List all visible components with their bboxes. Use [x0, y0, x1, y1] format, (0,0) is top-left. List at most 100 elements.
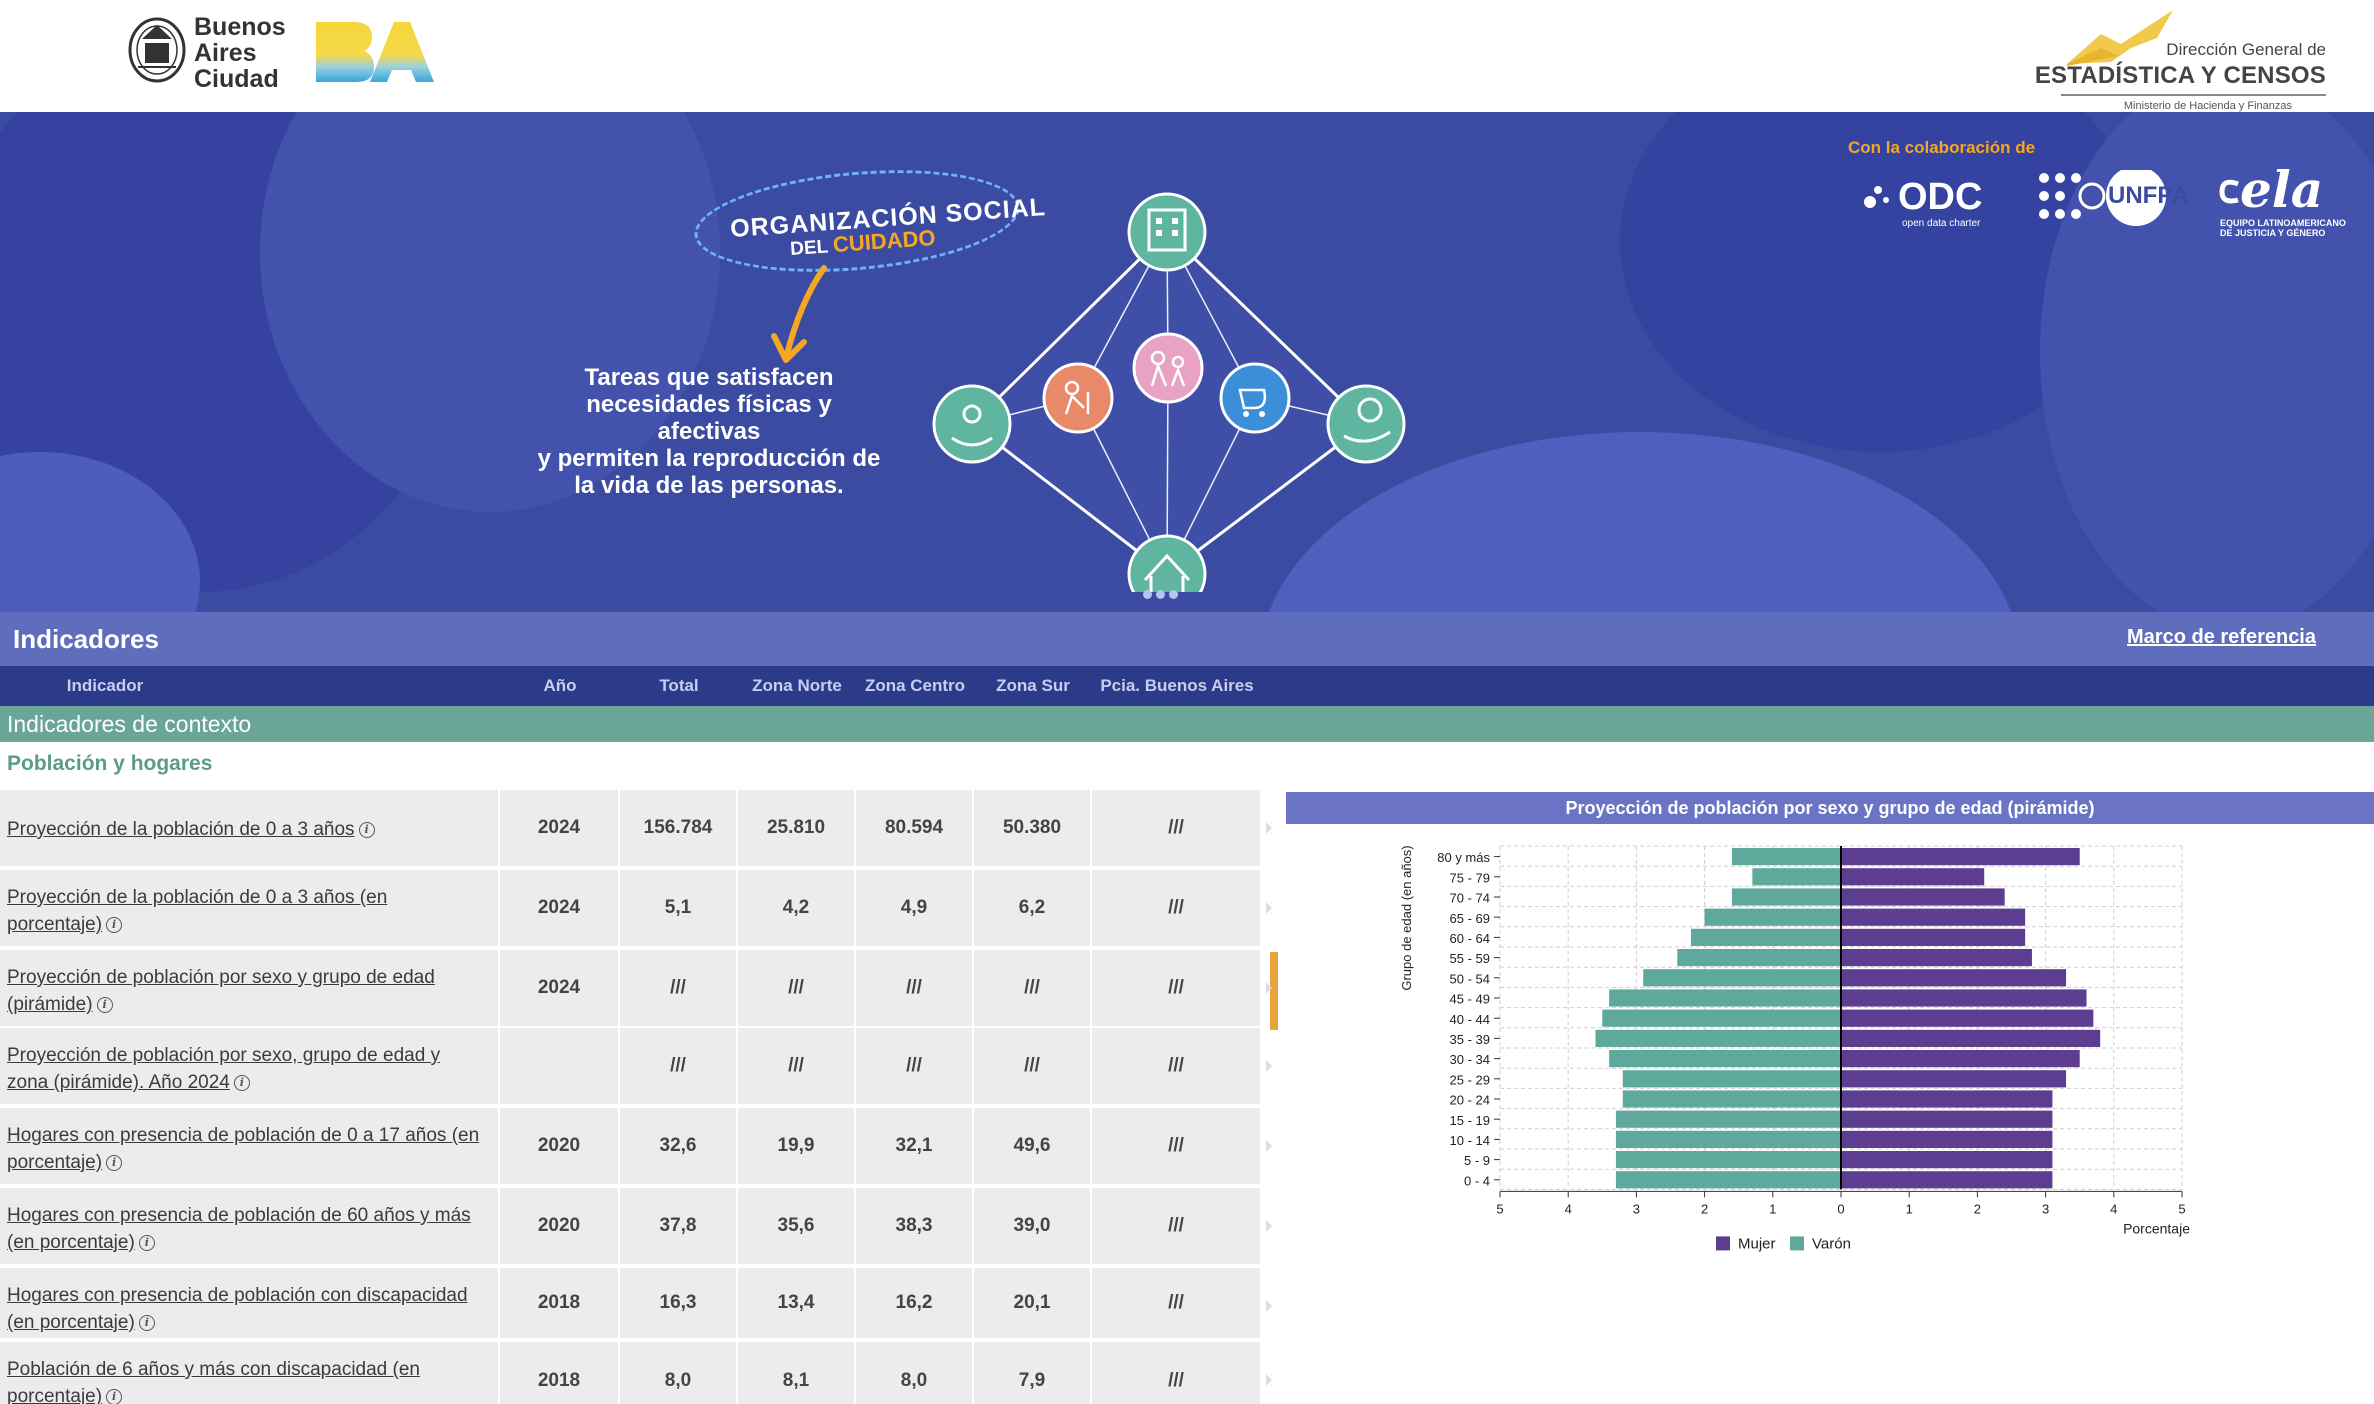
indicator-link[interactable]: Proyección de la población de 0 a 3 años…	[7, 816, 490, 843]
y-axis-label: Grupo de edad (en años)	[1399, 845, 1414, 990]
legend-swatch-varon	[1790, 1236, 1804, 1251]
unfpa-label: UNFPA	[2108, 182, 2189, 209]
row-expand-arrow[interactable]	[1266, 902, 1272, 914]
indicator-link[interactable]: Hogares con presencia de población de 60…	[7, 1202, 490, 1256]
elder-care-icon	[1042, 362, 1114, 434]
column-header-total: Total	[659, 676, 699, 695]
info-icon[interactable]: i	[233, 1075, 250, 1091]
indicator-text: Proyección de población por sexo y grupo…	[7, 967, 435, 988]
bar-varon	[1677, 949, 1841, 967]
table-row[interactable]: Hogares con presencia de población de 60…	[0, 1188, 1262, 1266]
ela-swirl-icon	[2219, 179, 2239, 204]
city-logo-line: Buenos	[194, 13, 286, 41]
table-row[interactable]: Proyección de la población de 0 a 3 años…	[0, 870, 1262, 948]
bar-varon	[1615, 1130, 1841, 1148]
row-expand-arrow[interactable]	[1266, 1300, 1272, 1312]
indicator-text: Proyección de población por sexo, grupo …	[7, 1045, 441, 1066]
reference-framework-link[interactable]: Marco de referencia	[2127, 626, 2316, 648]
x-tick-label: 3	[2042, 1201, 2049, 1216]
row-expand-arrow[interactable]	[1266, 1060, 1272, 1072]
selected-row-marker	[1270, 952, 1278, 1030]
bar-mujer	[1841, 1171, 2053, 1189]
cell-indicator: Proyección de población por sexo y grupo…	[0, 950, 500, 1028]
info-icon[interactable]: i	[138, 1315, 155, 1331]
context-section-title: Indicadores de contexto	[7, 711, 252, 737]
table-row[interactable]: Hogares con presencia de población con d…	[0, 1268, 1262, 1340]
row-expand-arrow[interactable]	[1266, 1374, 1272, 1386]
bar-mujer	[1841, 928, 2026, 946]
cell-center: 16,2	[856, 1268, 974, 1340]
city-logo-line: Ciudad	[194, 65, 279, 93]
cell-year: 2018	[500, 1268, 620, 1340]
cell-indicator: Hogares con presencia de población de 0 …	[0, 1108, 500, 1186]
info-icon[interactable]: i	[106, 917, 123, 933]
row-expand-arrow[interactable]	[1266, 982, 1272, 994]
cell-province: ///	[1092, 790, 1262, 868]
column-header-indicator: Indicador	[66, 676, 144, 695]
y-tick-label: 10 - 14	[1450, 1133, 1490, 1148]
indicators-title: Indicadores	[13, 624, 159, 654]
cell-total: 16,3	[620, 1268, 738, 1340]
row-expand-arrow[interactable]	[1266, 1140, 1272, 1152]
subsection-title: Población y hogares	[7, 752, 213, 775]
indicator-text: (en porcentaje)	[7, 1312, 135, 1333]
indicator-link[interactable]: Población de 6 años y más con discapacid…	[7, 1356, 490, 1404]
indicator-link[interactable]: Proyección de la población de 0 a 3 años…	[7, 884, 490, 938]
cell-center: 32,1	[856, 1108, 974, 1186]
indicator-text: porcentaje)	[7, 1386, 103, 1404]
odc-sub: open data charter	[1902, 218, 1981, 229]
table-row[interactable]: Proyección de la población de 0 a 3 años…	[0, 790, 1262, 868]
info-icon[interactable]: i	[138, 1235, 155, 1251]
bar-mujer	[1841, 989, 2087, 1007]
indicator-link[interactable]: Hogares con presencia de población con d…	[7, 1282, 490, 1336]
info-icon[interactable]: i	[96, 997, 113, 1013]
row-expand-arrow[interactable]	[1266, 822, 1272, 834]
cell-south: 7,9	[974, 1342, 1092, 1404]
cell-center: 8,0	[856, 1342, 974, 1404]
indicator-link[interactable]: Proyección de población por sexo, grupo …	[7, 1042, 490, 1096]
carousel-dots[interactable]	[1143, 586, 1182, 604]
odc-dots-icon	[1864, 186, 1889, 208]
cell-indicator: Hogares con presencia de población con d…	[0, 1268, 500, 1340]
cell-province: ///	[1092, 1028, 1262, 1106]
carousel-dot[interactable]	[1156, 590, 1165, 599]
cell-south: 39,0	[974, 1188, 1092, 1266]
y-tick-label: 5 - 9	[1464, 1153, 1490, 1168]
info-icon[interactable]: i	[106, 1155, 123, 1171]
dgec-label: Dirección General de	[2166, 40, 2326, 59]
cell-north: 19,9	[738, 1108, 856, 1186]
indicator-link[interactable]: Hogares con presencia de población de 0 …	[7, 1122, 490, 1176]
cell-year	[500, 1028, 620, 1106]
carousel-dot[interactable]	[1169, 590, 1178, 599]
carousel-dot[interactable]	[1143, 590, 1152, 599]
unfpa-mark-icon	[2039, 170, 2166, 226]
indicator-text: Proyección de la población de 0 a 3 años…	[7, 887, 388, 908]
table-row[interactable]: Proyección de población por sexo, grupo …	[0, 1028, 1262, 1106]
cell-south: 20,1	[974, 1268, 1092, 1340]
cell-total: 156.784	[620, 790, 738, 868]
cell-south: 50.380	[974, 790, 1092, 868]
table-row[interactable]: Proyección de población por sexo y grupo…	[0, 950, 1262, 1028]
indicator-link[interactable]: Proyección de población por sexo y grupo…	[7, 964, 490, 1018]
cell-year: 2018	[500, 1342, 620, 1404]
cell-north: 25.810	[738, 790, 856, 868]
info-icon[interactable]: i	[106, 1389, 123, 1404]
cell-south: ///	[974, 950, 1092, 1028]
table-row[interactable]: Población de 6 años y más con discapacid…	[0, 1342, 1262, 1404]
banner-text-line: y permiten la reproducción de	[537, 445, 881, 472]
info-icon[interactable]: i	[358, 822, 375, 838]
x-tick-label: 5	[2178, 1201, 2185, 1216]
pyramid-chart-panel: Proyección de población por sexo y grupo…	[1286, 792, 2374, 1404]
x-tick-label: 2	[1701, 1201, 1708, 1216]
cell-north: 13,4	[738, 1268, 856, 1340]
bar-mujer	[1841, 1110, 2053, 1128]
city-logo-line: Aires	[194, 39, 257, 67]
row-expand-arrow[interactable]	[1266, 1220, 1272, 1232]
cell-year: 2024	[500, 790, 620, 868]
table-row[interactable]: Hogares con presencia de población de 0 …	[0, 1108, 1262, 1186]
indicator-text: porcentaje)	[7, 1152, 103, 1173]
bar-varon	[1615, 1110, 1841, 1128]
x-tick-label: 5	[1496, 1201, 1503, 1216]
bar-mujer	[1841, 1009, 2094, 1027]
